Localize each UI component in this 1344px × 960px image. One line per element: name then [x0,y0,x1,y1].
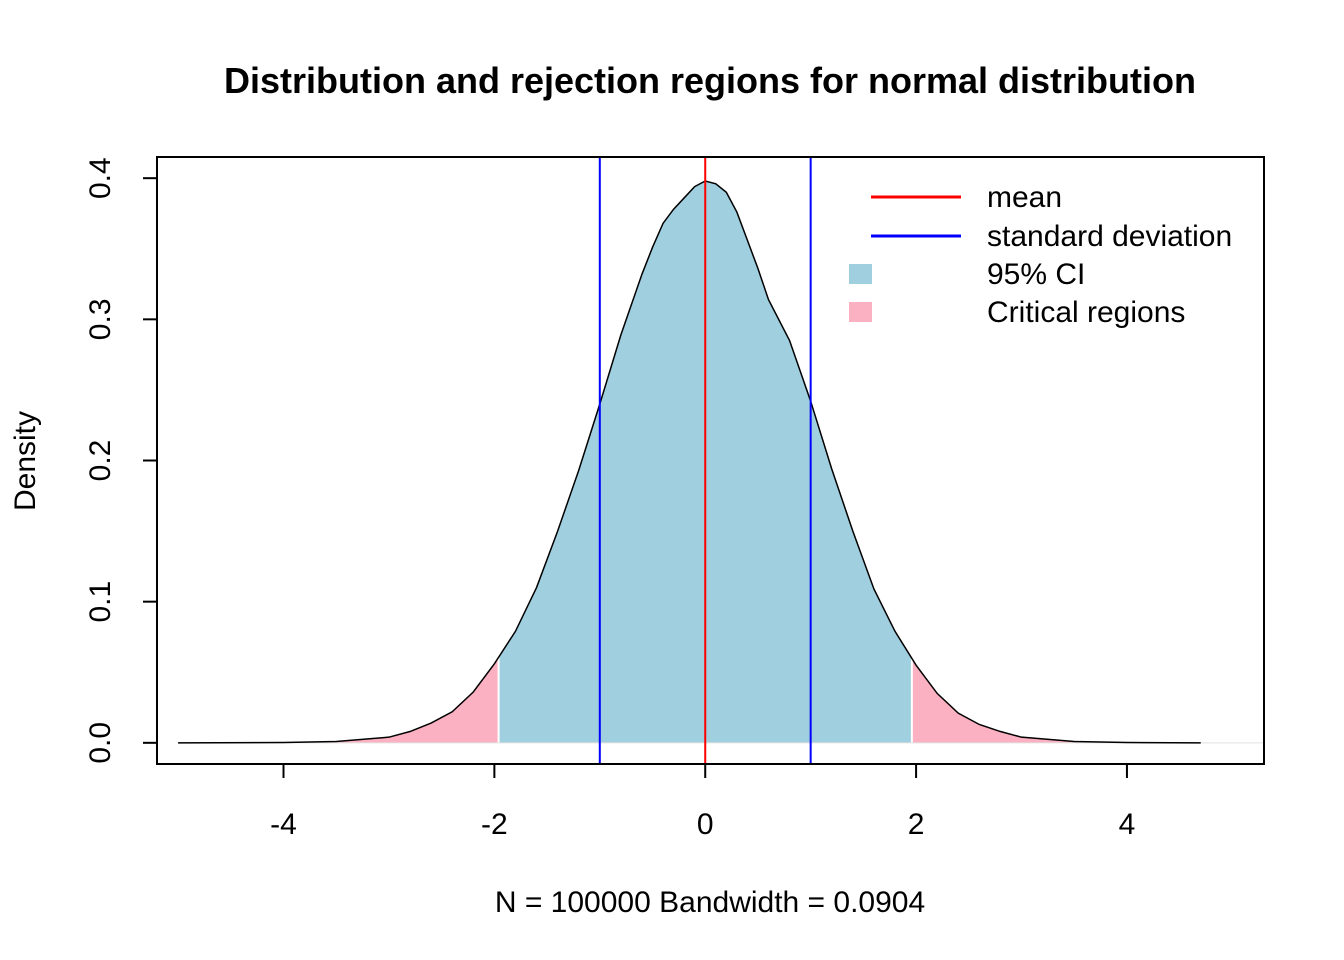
axes: -4 -2 0 2 4 0.0 0.1 0.2 0.3 0.4 [84,157,1135,841]
y-tick-label-3: 0.2 [84,440,117,482]
x-tick-label-4: 2 [908,808,925,841]
y-tick-label-1: 0.0 [84,722,117,764]
y-axis-label: Density [9,411,42,511]
y-tick-label-2: 0.1 [84,581,117,623]
plot-area [178,157,1264,764]
legend-label-1: mean [987,181,1062,214]
legend-label-3: 95% CI [987,258,1085,291]
x-axis-label: N = 100000 Bandwidth = 0.0904 [495,886,925,919]
chart-title: Distribution and rejection regions for n… [224,60,1196,101]
x-tick-label-2: -2 [481,808,508,841]
y-tick-label-5: 0.4 [84,157,117,199]
x-tick-label-1: -4 [270,808,297,841]
x-tick-label-5: 4 [1119,808,1136,841]
legend-label-2: standard deviation [987,220,1232,253]
x-tick-label-3: 0 [697,808,714,841]
legend-swatch-3 [849,264,872,284]
legend: mean standard deviation 95% CI Critical reg… [849,181,1232,329]
y-tick-label-4: 0.3 [84,298,117,340]
critical-region-right [911,658,1201,743]
legend-label-4: Critical regions [987,296,1185,329]
legend-swatch-4 [849,302,872,322]
critical-region-left [178,657,499,743]
